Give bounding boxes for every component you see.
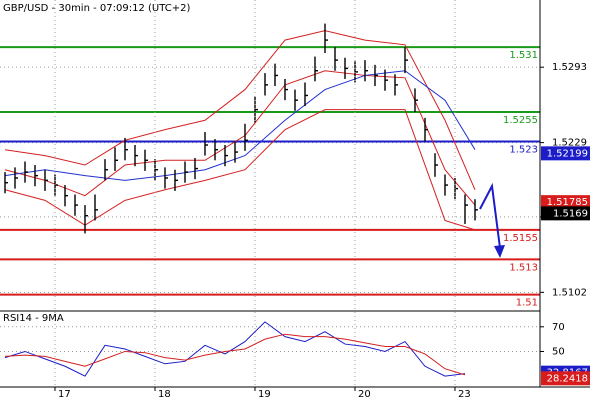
- x-tick-label: 17: [58, 389, 71, 400]
- indicator-line: [4, 30, 476, 190]
- level-label: 1.523: [509, 144, 538, 155]
- y-tick-label: 50: [552, 346, 565, 357]
- y-tick-label: 1.5293: [552, 62, 587, 73]
- price-tag-label: 1.5169: [553, 208, 588, 219]
- x-tick-label: 19: [258, 389, 271, 400]
- indicator-line: [4, 333, 466, 376]
- price-tag-label: 28.2418: [547, 373, 588, 384]
- y-tick-label: 1.5102: [552, 287, 587, 298]
- price-tag: [541, 195, 590, 210]
- rsi-title: RSI14 - 9MA: [3, 313, 64, 324]
- y-tick-label: 1.5229: [552, 138, 587, 149]
- x-tick-label: 18: [158, 389, 171, 400]
- price-tag: [541, 206, 590, 221]
- level-label: 1.5255: [503, 115, 538, 126]
- x-tick-label: 23: [458, 389, 471, 400]
- x-tick-label: 20: [358, 389, 371, 400]
- level-label: 1.531: [509, 50, 538, 61]
- level-label: 1.5155: [503, 233, 538, 244]
- level-label: 1.513: [509, 262, 538, 273]
- forecast-arrow: [479, 182, 501, 249]
- level-label: 1.51: [516, 298, 538, 309]
- chart-title: GBP/USD - 30min - 07:09:12 (UTC+2): [3, 3, 190, 14]
- price-tag-label: 1.52199: [547, 148, 588, 159]
- price-tag-label: 1.51785: [547, 197, 588, 208]
- indicator-line: [4, 321, 466, 377]
- y-tick-label: 70: [552, 322, 565, 333]
- forecast-arrowhead: [494, 245, 505, 258]
- price-tag: [541, 146, 590, 161]
- price-tag: [541, 371, 590, 386]
